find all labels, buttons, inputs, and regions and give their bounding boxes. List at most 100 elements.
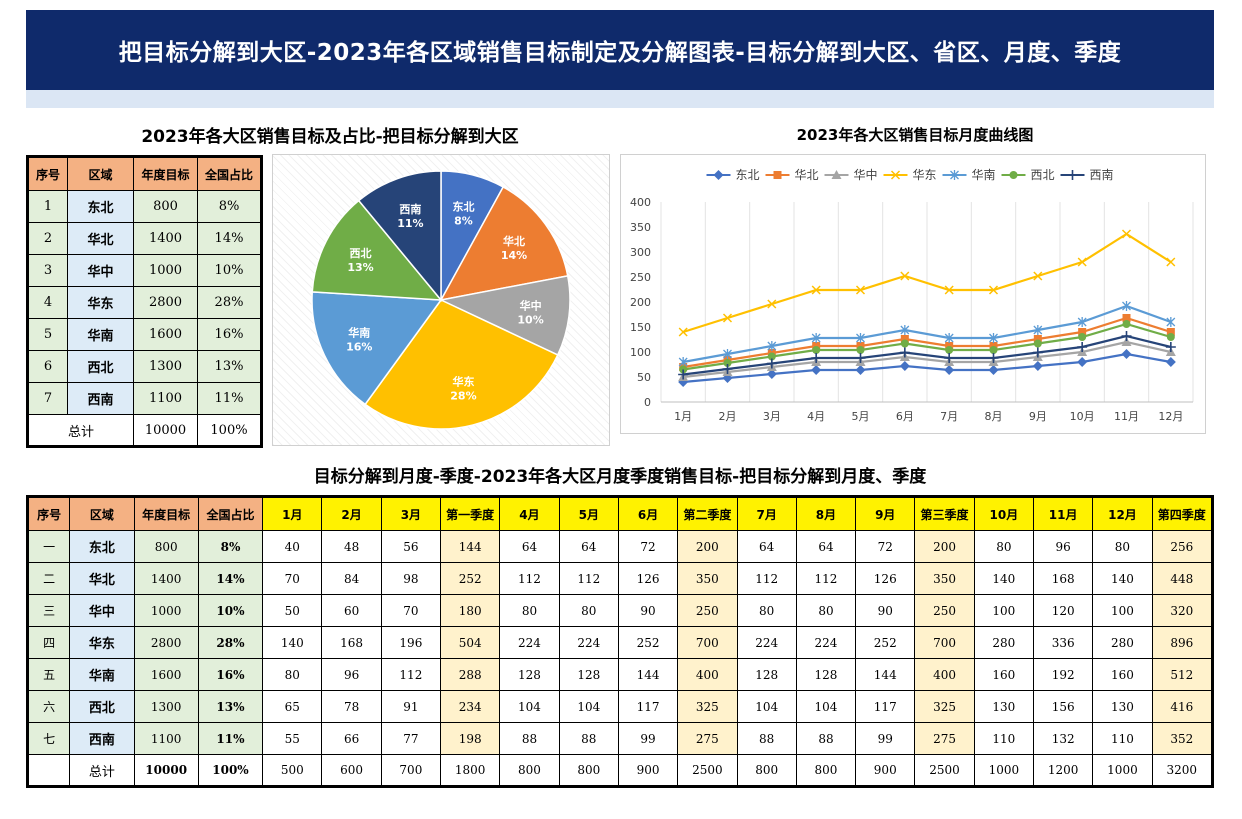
table-row: 六西北 1300 13% 65 78 91 234 104 104 117 325 104 104 117… [26,690,1214,723]
table-cell: 六 [26,690,71,723]
data-point [773,171,782,179]
pie-slice-6 [357,170,442,303]
column-header: 序号 [26,496,71,531]
column-header: 全国占比 [197,496,264,531]
pie-chart-panel: 东北 8% 华北 14% 华中 10% 华东 28% 华南 16% 西北 13% 西南 11% [272,154,610,446]
table-cell: 250 [677,594,738,627]
table-cell: 350 [914,562,975,595]
table-cell: 1000 [133,594,199,627]
table-cell: 11% [197,722,264,755]
row-no: 3 [27,254,68,287]
table-cell: 3200 [1151,754,1214,787]
data-point [678,369,689,380]
table-cell: 2500 [914,754,975,787]
pie-slice-category-label: 西北 [350,246,372,260]
data-point [855,353,866,363]
table-cell: 13% [197,690,264,723]
data-point [1122,301,1131,311]
table-cell: 700 [380,754,442,787]
data-point [811,285,821,295]
table-cell: 二 [26,562,71,595]
y-tick-label: 400 [630,196,651,209]
table-cell: 600 [321,754,382,787]
pie-slice-category-label: 华南 [348,325,370,339]
row-share: 16% [197,318,262,351]
row-target: 800 [133,190,198,223]
row-region: 华南 [67,318,134,351]
y-tick-label: 150 [630,321,651,334]
row-no: 7 [27,382,68,415]
title-underline-strip [26,90,1214,108]
table-cell: 104 [558,690,619,723]
data-point [678,327,688,337]
series-line [683,340,1172,379]
table-cell: 14% [197,562,264,595]
data-point [812,342,821,350]
pie-slice-percent-label: 10% [517,313,543,326]
region-target-table: 序号 区域 年度目标 全国占比 1 东北 800 8% 2 华北 1400 14% 3 华中 100… [26,155,263,448]
row-share: 14% [197,222,262,255]
table-cell: 16% [197,658,264,691]
pie-slice-2 [438,274,571,356]
data-point [1032,347,1043,358]
column-header: 3月 [380,496,442,531]
row-target: 1000 [133,254,198,287]
legend-label: 华南 [972,167,996,182]
data-point [1122,320,1131,328]
data-point [900,271,910,281]
data-point [1067,170,1078,180]
y-tick-label: 250 [630,271,651,284]
row-target: 1300 [133,350,198,383]
table-row: 3 华中 1000 10% [27,254,262,287]
table-cell: 224 [795,626,857,659]
series-line [682,316,1172,369]
data-point [899,361,910,371]
data-point [1077,357,1088,367]
bottom-section-title: 目标分解到月度-季度-2023年各大区月度季度销售目标-把目标分解到月度、季度 [313,467,927,487]
series-line [683,334,1172,376]
x-tick-label: 11月 [1114,410,1139,423]
table-cell: 196 [380,626,442,659]
table-row: 1 东北 800 8% [27,190,262,223]
table-cell: 104 [795,690,857,723]
table-row: 二华北 1400 14% 70 84 98 252 112 112 126 350 112 112 126… [26,562,1214,595]
table-cell: 252 [855,626,916,659]
table-row: 2 华北 1400 14% [27,222,262,255]
table-cell: 224 [558,626,619,659]
table-cell: 98 [380,562,442,595]
table-cell: 28% [197,626,264,659]
table-cell: 252 [440,562,501,595]
data-point [1078,333,1087,341]
table-cell: 100 [1092,594,1153,627]
table-cell: 55 [262,722,323,755]
total-row: 总计 10000 100% [27,414,262,447]
row-region: 西北 [67,350,134,383]
table-cell: 80 [499,594,560,627]
legend-label: 华北 [795,168,819,182]
table-cell: 280 [973,626,1035,659]
table-cell: 400 [914,658,975,691]
table-cell: 234 [440,690,501,723]
data-point [1121,349,1132,359]
table-cell: 90 [855,594,916,627]
table-cell: 256 [1151,530,1214,563]
pie-slice-category-label: 华中 [520,298,542,312]
table-cell: 168 [1032,562,1094,595]
table-cell: 72 [855,530,916,563]
row-region: 华中 [67,254,134,287]
row-target: 2800 [133,286,198,319]
table-cell: 117 [855,690,916,723]
x-tick-label: 7月 [940,410,958,423]
table-cell: 70 [262,562,323,595]
table-cell: 65 [262,690,323,723]
table-cell: 160 [973,658,1035,691]
table-cell: 280 [1092,626,1153,659]
data-point [1077,257,1087,267]
table-cell: 50 [262,594,323,627]
table-cell: 99 [855,722,916,755]
pie-slice-percent-label: 14% [501,249,527,262]
table-cell: 40 [262,530,323,563]
pie-slice-percent-label: 28% [450,389,476,402]
table-cell: 华中 [69,594,135,627]
data-point [1166,328,1175,336]
